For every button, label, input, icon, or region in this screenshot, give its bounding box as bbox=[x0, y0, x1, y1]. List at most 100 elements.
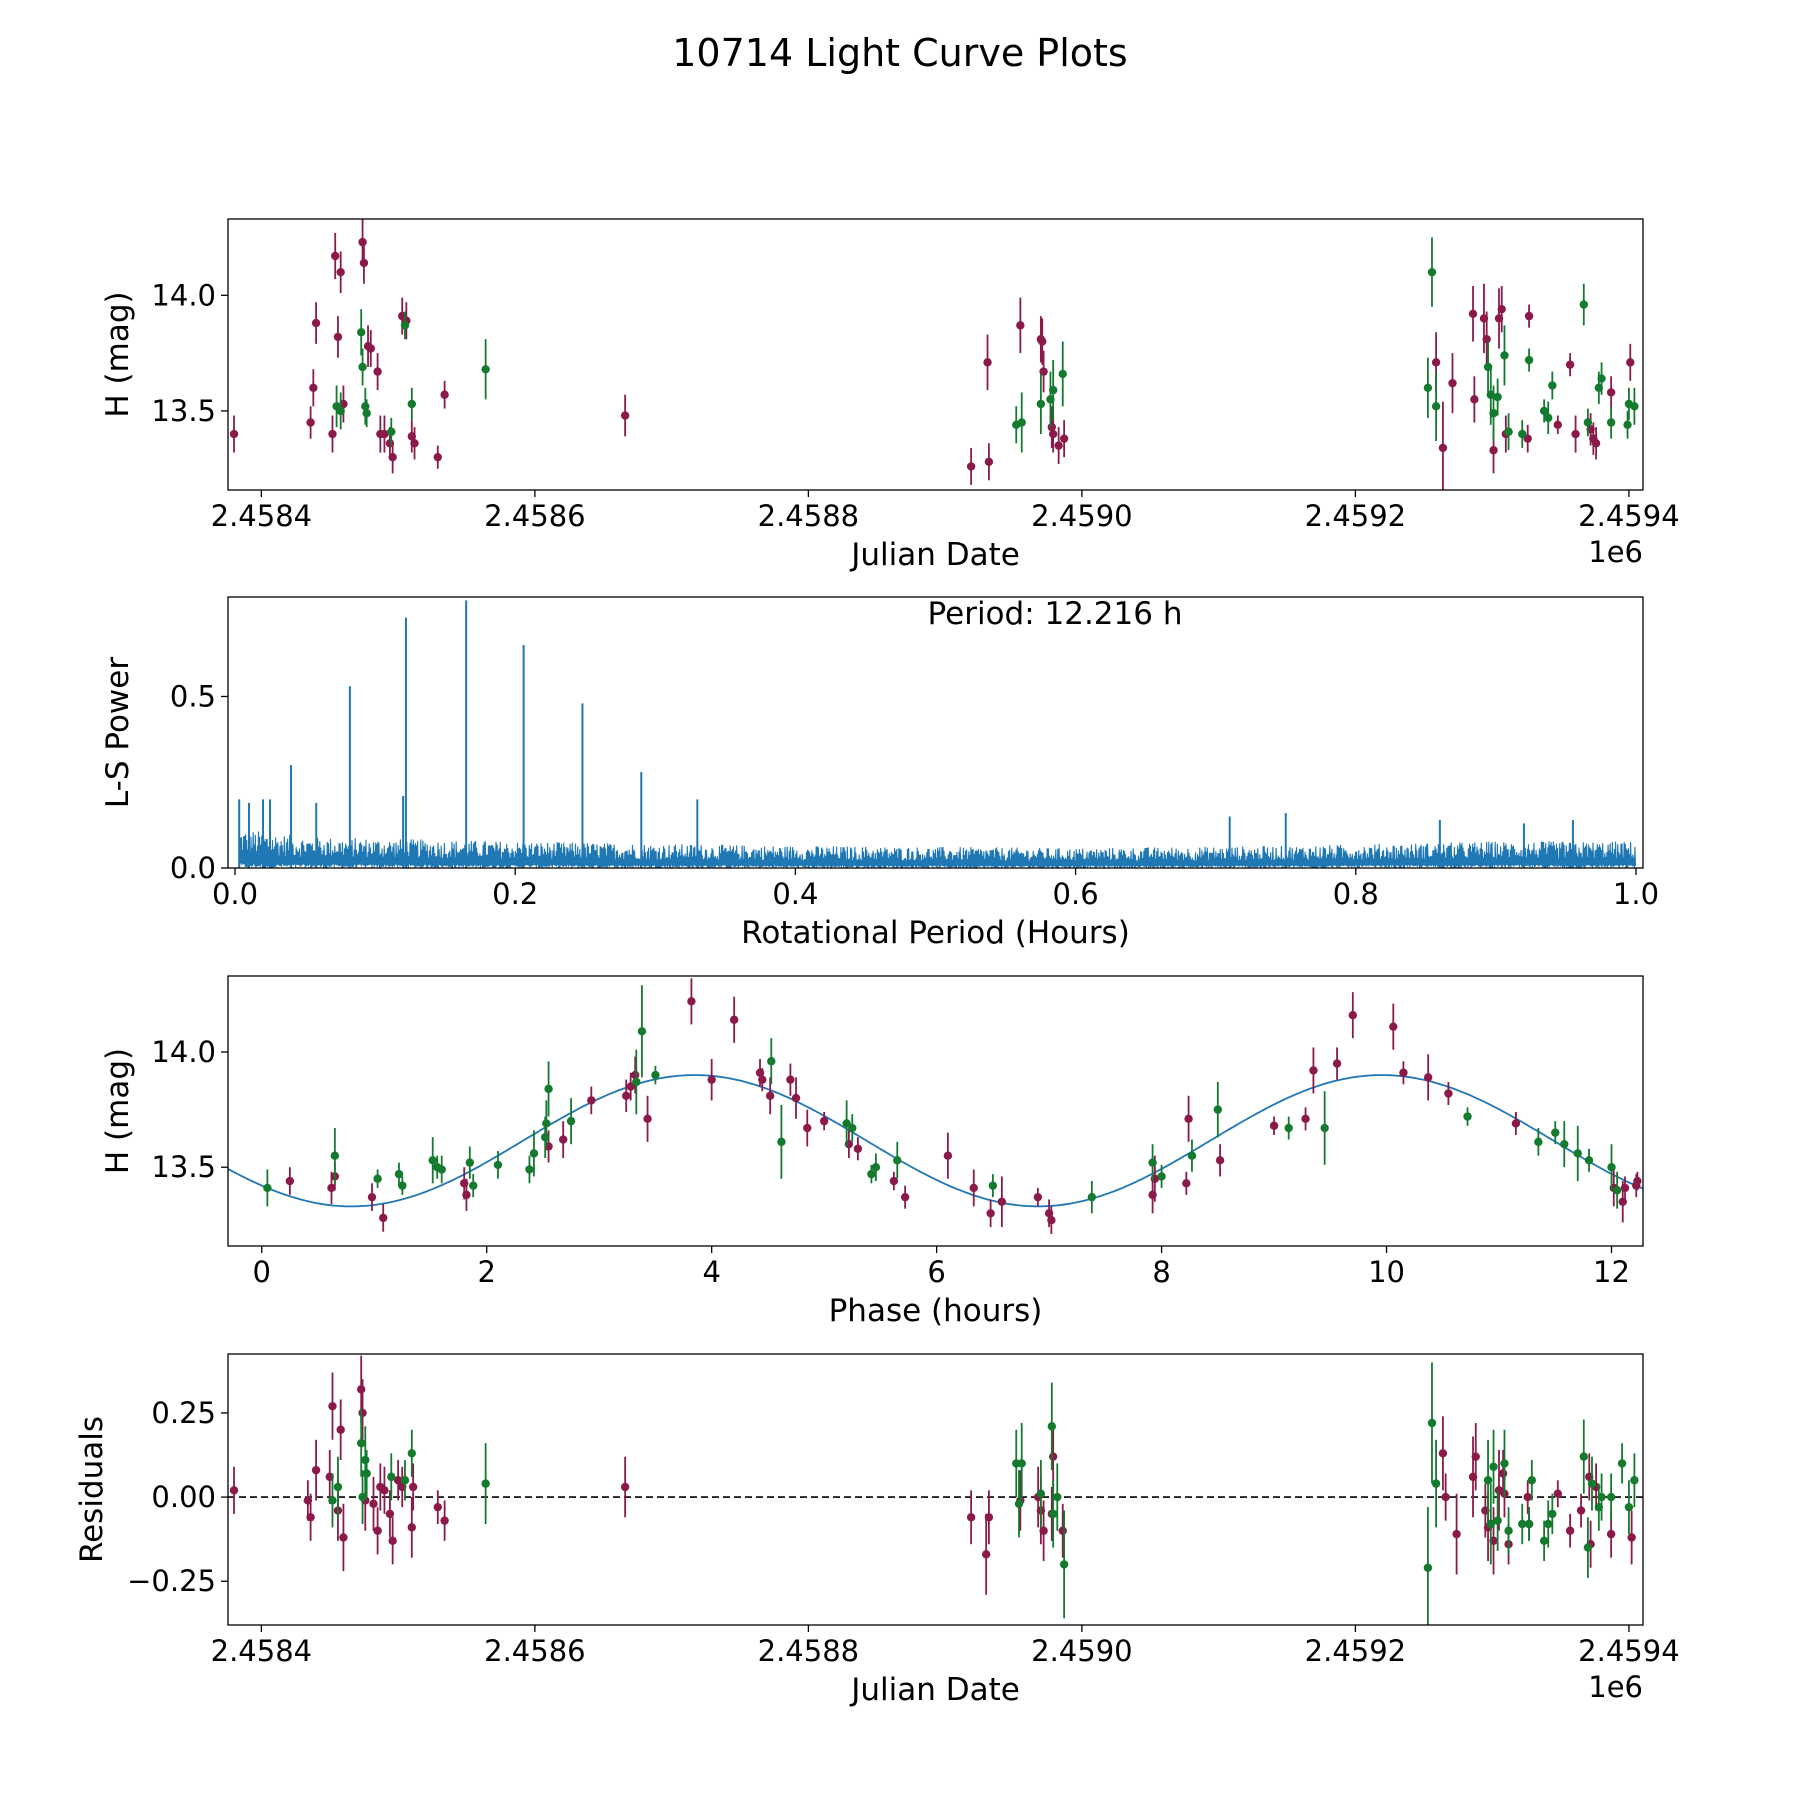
data-point bbox=[1047, 1215, 1056, 1225]
data-point bbox=[900, 1192, 910, 1202]
data-point bbox=[1606, 1492, 1616, 1502]
y-tick-label: 13.5 bbox=[151, 1150, 216, 1184]
plot-area bbox=[228, 1355, 1643, 1625]
data-point bbox=[1039, 367, 1048, 376]
data-point bbox=[388, 1536, 397, 1546]
data-point bbox=[1482, 335, 1491, 344]
data-point bbox=[1157, 1172, 1166, 1181]
data-point bbox=[777, 1137, 786, 1147]
data-point bbox=[1551, 1128, 1560, 1137]
data-point bbox=[893, 1156, 902, 1165]
x-tick-label: 8 bbox=[1152, 1255, 1170, 1289]
data-point bbox=[1623, 420, 1632, 429]
data-point bbox=[407, 399, 416, 409]
y-tick-label: 0.00 bbox=[151, 1480, 216, 1514]
data-point bbox=[853, 1144, 863, 1153]
data-point bbox=[1571, 429, 1580, 439]
data-point bbox=[306, 1513, 315, 1522]
data-point bbox=[1284, 1123, 1293, 1133]
data-point bbox=[1470, 395, 1479, 404]
period-annotation: Period: 12.216 h bbox=[928, 596, 1183, 632]
data-point bbox=[1607, 1163, 1616, 1172]
data-point bbox=[1518, 1519, 1527, 1529]
data-point bbox=[1332, 1059, 1342, 1068]
x-tick-label: 2.4586 bbox=[484, 499, 585, 533]
data-point bbox=[1441, 1492, 1450, 1502]
data-point bbox=[366, 344, 375, 353]
data-point bbox=[1626, 358, 1635, 367]
panel-phased: 0 2 4 6 8 10 12 13.5 14.0 Phase (hours) H (mag) bbox=[100, 975, 1644, 1329]
data-point bbox=[387, 1472, 396, 1482]
data-point bbox=[428, 1156, 437, 1165]
data-point bbox=[481, 1479, 490, 1488]
x-tick-label: 0.4 bbox=[772, 877, 818, 911]
data-point bbox=[1504, 427, 1513, 436]
y-tick-label: 13.5 bbox=[151, 394, 216, 428]
data-point bbox=[637, 1027, 647, 1036]
data-point bbox=[1427, 267, 1437, 277]
data-point bbox=[1431, 1479, 1441, 1488]
data-point bbox=[983, 358, 992, 367]
data-point bbox=[1539, 1536, 1549, 1546]
data-point bbox=[687, 997, 696, 1006]
data-point bbox=[309, 383, 318, 392]
data-point bbox=[1182, 1179, 1191, 1188]
x-tick-label: 0 bbox=[253, 1255, 271, 1289]
data-point bbox=[1048, 1452, 1058, 1461]
data-point bbox=[1584, 1156, 1594, 1165]
x-tick-label: 0.6 bbox=[1053, 877, 1099, 911]
data-point bbox=[1438, 443, 1448, 453]
x-tick-label: 2.4586 bbox=[484, 1634, 585, 1668]
data-point bbox=[566, 1116, 576, 1126]
data-point bbox=[544, 1084, 553, 1094]
data-point bbox=[529, 1149, 539, 1158]
data-point bbox=[362, 1469, 371, 1478]
data-point bbox=[1399, 1068, 1408, 1077]
x-axis-label: Julian Date bbox=[849, 537, 1020, 573]
x-tick-label: 0.2 bbox=[492, 877, 538, 911]
data-point bbox=[373, 367, 382, 376]
data-point bbox=[1444, 1089, 1453, 1098]
x-tick-label: 0.0 bbox=[212, 877, 258, 911]
data-point bbox=[311, 1465, 321, 1475]
data-point bbox=[1468, 309, 1478, 319]
data-point bbox=[380, 429, 389, 439]
plot-area bbox=[228, 978, 1643, 1235]
data-point bbox=[786, 1075, 795, 1084]
data-point bbox=[943, 1151, 953, 1160]
data-point bbox=[542, 1119, 551, 1128]
data-point bbox=[306, 418, 315, 427]
axes-frame bbox=[227, 218, 1644, 491]
axes-frame bbox=[227, 1353, 1644, 1626]
data-point bbox=[1048, 1509, 1058, 1519]
y-axis-label: H (mag) bbox=[100, 1048, 136, 1174]
data-point bbox=[1500, 1459, 1509, 1468]
data-point bbox=[984, 1513, 994, 1522]
data-point bbox=[1039, 1526, 1048, 1535]
data-point bbox=[1423, 1563, 1433, 1572]
data-point bbox=[1524, 311, 1534, 321]
data-point bbox=[1606, 1529, 1616, 1539]
data-point bbox=[1579, 300, 1588, 309]
data-point bbox=[1348, 1010, 1358, 1020]
data-point bbox=[336, 1425, 345, 1434]
data-point bbox=[626, 1082, 635, 1091]
data-point bbox=[327, 1183, 336, 1193]
data-point bbox=[1486, 1519, 1495, 1529]
data-point bbox=[465, 1158, 475, 1167]
data-point bbox=[1033, 1192, 1043, 1202]
x-tick-label: 2.4584 bbox=[211, 1634, 312, 1668]
data-point bbox=[966, 1513, 976, 1522]
data-point bbox=[440, 390, 449, 399]
data-point bbox=[1309, 1066, 1318, 1075]
data-point bbox=[407, 1523, 416, 1532]
x-tick-label: 4 bbox=[702, 1255, 720, 1289]
x-tick-label: 2 bbox=[477, 1255, 495, 1289]
data-point bbox=[333, 1482, 343, 1492]
data-point bbox=[791, 1093, 801, 1103]
data-point bbox=[1053, 1492, 1062, 1502]
data-point bbox=[729, 1015, 739, 1024]
x-tick-label: 1.0 bbox=[1613, 877, 1659, 911]
data-point bbox=[1448, 378, 1457, 388]
data-point bbox=[1048, 429, 1058, 439]
